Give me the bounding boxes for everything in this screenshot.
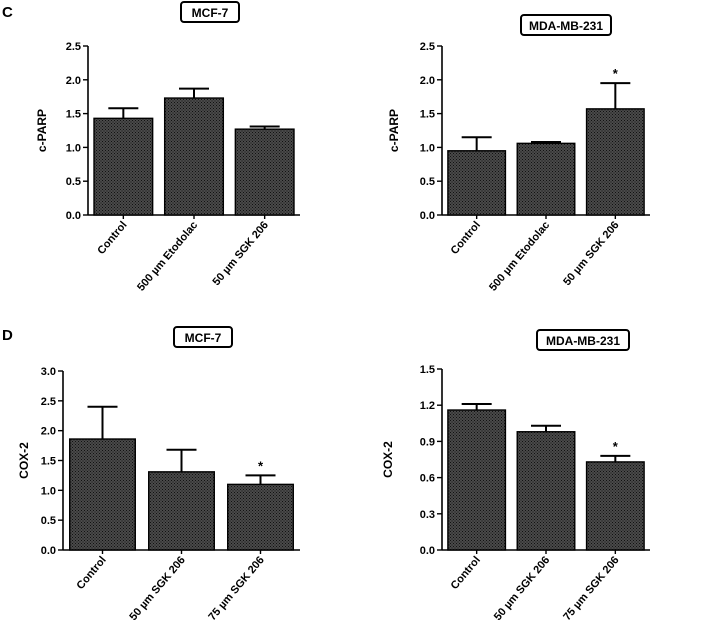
y-axis-label: c-PARP [387,109,401,152]
chart-title: MCF-7 [192,6,229,20]
chart-title: MDA-MB-231 [529,19,603,33]
bar [69,438,136,551]
chart-title-box [173,326,233,348]
significance-marker: * [613,439,619,454]
y-tick-label: 1.5 [66,109,81,121]
x-tick-label: Control [449,219,483,257]
x-tick-label: 50 µm SGK 206 [211,219,271,288]
y-tick-label: 3.0 [41,366,56,378]
bar [585,108,645,216]
y-tick-label: 0.0 [420,545,435,557]
y-tick-label: 1.5 [420,109,435,121]
panel-label-d: D [2,327,13,344]
y-tick-label: 0.0 [420,210,435,222]
y-axis-label: COX-2 [381,441,395,478]
bar [447,409,507,551]
bar [148,471,215,551]
y-tick-label: 1.5 [420,364,435,376]
x-tick-label: 500 µm Etodolac [487,219,552,293]
x-tick-label: 50 µm SGK 206 [561,219,621,288]
bar [585,461,645,551]
y-tick-label: 0.6 [420,473,435,485]
bar [447,150,507,216]
y-tick-label: 0.3 [420,509,435,521]
x-tick-label: Control [95,219,129,257]
chart-title-box [180,1,240,23]
x-tick-label: 75 µm SGK 206 [561,554,621,623]
chart-d-mcf7: MCF-7 COX-2 0.0 0.5 1.0 1.5 2.0 2.5 3.0 Control 50… [17,326,300,623]
y-tick-label: 1.0 [66,142,81,154]
panel-label-c: C [2,4,13,21]
x-tick-label: Control [74,554,108,592]
y-tick-label: 2.5 [420,41,435,53]
chart-c-mcf7: MCF-7 c-PARP 0.0 0.5 1.0 1.5 2.0 2.5 Control 500 … [35,1,300,294]
y-tick-label: 0.5 [420,176,435,188]
y-axis-label: c-PARP [35,109,49,152]
y-tick-label: 2.5 [41,396,56,408]
x-tick-label: 75 µm SGK 206 [206,554,266,623]
chart-d-mdamb231: MDA-MB-231 COX-2 0.0 0.3 0.6 0.9 1.2 1.5 Control… [381,329,650,623]
significance-marker: * [258,458,264,473]
y-tick-label: 1.2 [420,400,435,412]
y-axis-label: COX-2 [17,442,31,479]
y-tick-label: 2.0 [41,426,56,438]
y-tick-label: 0.0 [41,545,56,557]
bar [234,128,295,216]
y-tick-label: 0.9 [420,436,435,448]
y-tick-label: 1.0 [41,485,56,497]
bar [516,142,576,216]
y-tick-label: 0.5 [66,176,81,188]
bar [163,97,225,216]
bar [93,117,154,216]
chart-c-mdamb231: MDA-MB-231 c-PARP 0.0 0.5 1.0 1.5 2.0 2.5 Contro… [387,14,650,294]
x-tick-label: 50 µm SGK 206 [127,554,187,623]
x-tick-label: 500 µm Etodolac [135,219,200,293]
chart-title: MDA-MB-231 [546,334,620,348]
y-tick-label: 2.5 [66,41,81,53]
x-tick-label: Control [449,554,483,592]
bar [227,483,294,551]
bar [516,431,576,551]
chart-title-box [536,329,630,351]
y-tick-label: 1.5 [41,456,56,468]
chart-title-box [520,14,612,36]
y-tick-label: 2.0 [66,75,81,87]
y-tick-label: 2.0 [420,75,435,87]
chart-title: MCF-7 [185,331,222,345]
x-tick-label: 50 µm SGK 206 [492,554,552,623]
y-tick-label: 0.0 [66,210,81,222]
y-tick-label: 0.5 [41,515,56,527]
significance-marker: * [613,66,619,81]
y-tick-label: 1.0 [420,142,435,154]
